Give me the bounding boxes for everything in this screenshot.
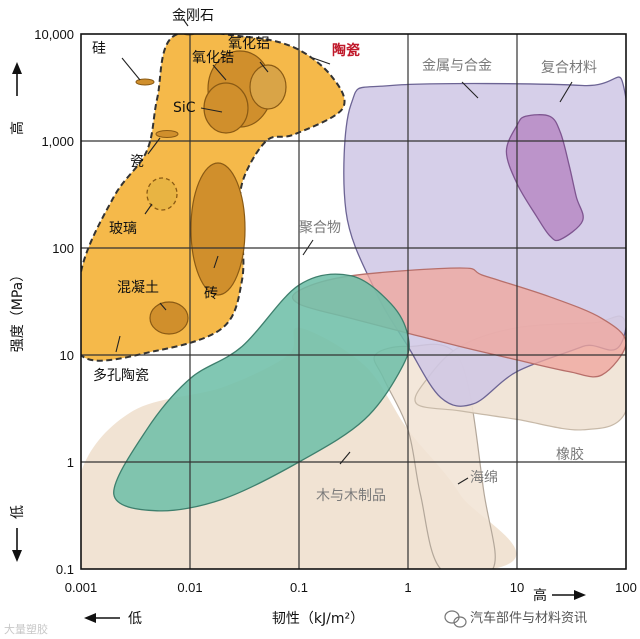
x-arrows	[84, 590, 586, 623]
y-low-label: 低	[10, 505, 26, 519]
x-tick-label: 1	[404, 580, 411, 595]
label-wood: 木与木制品	[316, 488, 386, 504]
label-glass: 玻璃	[109, 220, 137, 237]
label-ceramics: 陶瓷	[332, 42, 360, 59]
silicon-shape	[135, 78, 155, 86]
y-axis-title: 强度（MPa）	[10, 268, 26, 352]
porcelain-shape	[155, 130, 179, 138]
x-tick-label: 0.1	[290, 580, 308, 595]
x-tick-label: 0.001	[65, 580, 98, 595]
leader-lines	[115, 18, 573, 485]
y-tick-label: 0.1	[56, 562, 74, 577]
label-silicon: 硅	[92, 41, 106, 57]
label-sic: SiC	[173, 100, 196, 116]
x-tick-label: 100	[615, 580, 637, 595]
label-zirconia: 氧化锆	[192, 50, 234, 66]
sic-shape	[203, 82, 249, 134]
label-polymers: 聚合物	[299, 220, 341, 236]
plot-frame	[80, 33, 627, 570]
watermark-left: 大量塑胶	[4, 622, 48, 636]
y-tick-label: 10	[60, 348, 74, 363]
label-porcelain: 瓷	[130, 154, 144, 170]
wechat-icon	[444, 610, 467, 628]
y-tick-label: 1,000	[41, 134, 74, 149]
y-tick-label: 10,000	[34, 27, 74, 42]
label-concrete: 混凝土	[117, 280, 159, 296]
glass-shape	[146, 177, 178, 211]
alumina-shape	[249, 64, 287, 110]
y-tick-label: 1	[67, 455, 74, 470]
label-rubber: 橡胶	[556, 446, 584, 463]
label-brick: 砖	[204, 286, 218, 302]
label-metals: 金属与合金	[422, 58, 492, 74]
label-porous-ceramics: 多孔陶瓷	[93, 367, 149, 384]
y-tick-label: 100	[52, 241, 74, 256]
label-composites: 复合材料	[541, 59, 597, 76]
y-high-label: 高	[9, 121, 26, 135]
concrete-shape	[149, 301, 189, 335]
label-diamond: 金刚石	[172, 8, 214, 24]
x-low-label: 低	[128, 611, 142, 627]
x-high-label: 高	[533, 587, 547, 604]
brick-shape	[190, 162, 246, 296]
label-alumina: 氧化铝	[228, 36, 270, 52]
label-foam: 海绵	[470, 469, 498, 486]
x-tick-label: 0.01	[177, 580, 202, 595]
y-axis-ticks: 0.1 1 10 100 1,000 10,000	[34, 27, 74, 577]
x-axis-title: 韧性（kJ/m²）	[272, 611, 364, 627]
x-tick-label: 10	[510, 580, 524, 595]
x-axis-ticks: 0.001 0.01 0.1 1 10 100	[65, 580, 637, 595]
grid	[81, 34, 626, 569]
region-wood-shape	[113, 273, 410, 512]
y-arrows	[12, 62, 22, 562]
watermark-right: 汽车部件与材料资讯	[470, 610, 587, 626]
